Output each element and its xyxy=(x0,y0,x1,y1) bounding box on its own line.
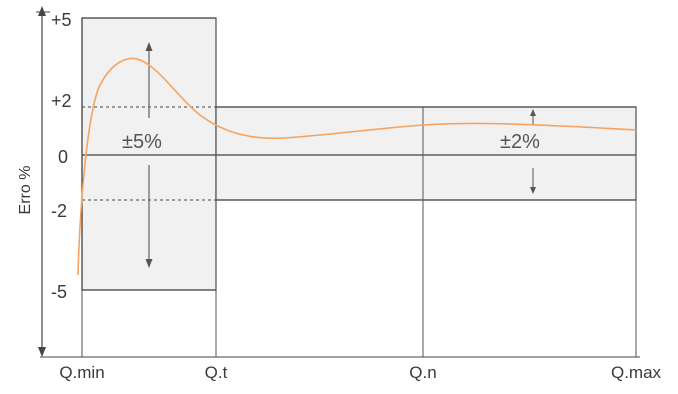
tick-minus-two: -2 xyxy=(51,201,67,221)
high-flow-zone xyxy=(215,106,637,201)
high-zone-down-arrow-icon xyxy=(530,187,536,194)
high-flow-tolerance-label: ±2% xyxy=(500,131,540,153)
y-axis-label: Erro % xyxy=(17,166,34,215)
high-zone-up-arrow-icon xyxy=(530,109,536,116)
tick-plus-two: +2 xyxy=(51,91,72,111)
low-flow-tolerance-label: ±5% xyxy=(122,131,162,153)
tick-zero: 0 xyxy=(58,147,68,167)
low-zone-up-arrow-icon xyxy=(145,42,153,51)
x-tick-qmin: Q.min xyxy=(59,363,104,382)
low-zone-down-arrow-icon xyxy=(145,259,153,268)
x-tick-qmax: Q.max xyxy=(611,363,662,382)
error-curve xyxy=(77,57,637,276)
x-tick-qt: Q.t xyxy=(205,363,228,382)
tick-plus-five: +5 xyxy=(51,10,72,30)
y-axis-up-arrow-icon xyxy=(38,6,46,16)
x-tick-qn: Q.n xyxy=(409,363,436,382)
y-axis-down-arrow-icon xyxy=(38,347,46,357)
tick-minus-five: -5 xyxy=(51,282,67,302)
